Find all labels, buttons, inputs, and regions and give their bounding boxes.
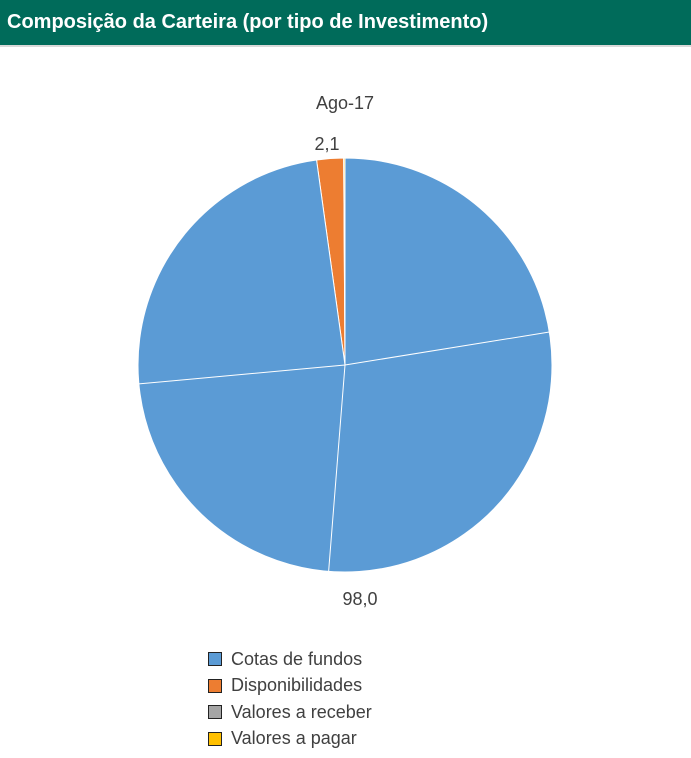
pie-quadrant-lines: [138, 158, 550, 572]
chart-header-title: Composição da Carteira (por tipo de Inve…: [7, 11, 489, 33]
legend-label: Cotas de fundos: [231, 648, 363, 669]
legend-item-valores-a-receber: Valores a receber: [208, 699, 372, 726]
chart-header: Composição da Carteira (por tipo de Inve…: [0, 0, 691, 45]
data-label-disponibilidades: 2,1: [314, 134, 339, 154]
legend-swatch-orange: [208, 678, 222, 693]
legend-item-disponibilidades: Disponibilidades: [208, 673, 372, 700]
legend-label: Valores a pagar: [231, 728, 357, 749]
legend-item-cotas-de-fundos: Cotas de fundos: [208, 646, 372, 673]
header-divider: [0, 45, 691, 47]
legend-swatch-blue: [208, 652, 222, 667]
chart-title: Ago-17: [316, 93, 374, 113]
pie-chart: Ago-17 98,0 2,1: [137, 93, 553, 609]
legend-label: Valores a receber: [231, 701, 372, 722]
pie-slices: [137, 157, 553, 573]
data-label-cotas-de-fundos: 98,0: [342, 589, 377, 609]
legend-label: Disponibilidades: [231, 675, 363, 696]
legend-swatch-gray: [208, 705, 222, 720]
legend-item-valores-a-pagar: Valores a pagar: [208, 726, 372, 753]
legend-swatch-yellow: [208, 731, 222, 746]
legend: Cotas de fundos Disponibilidades Valores…: [208, 646, 372, 752]
